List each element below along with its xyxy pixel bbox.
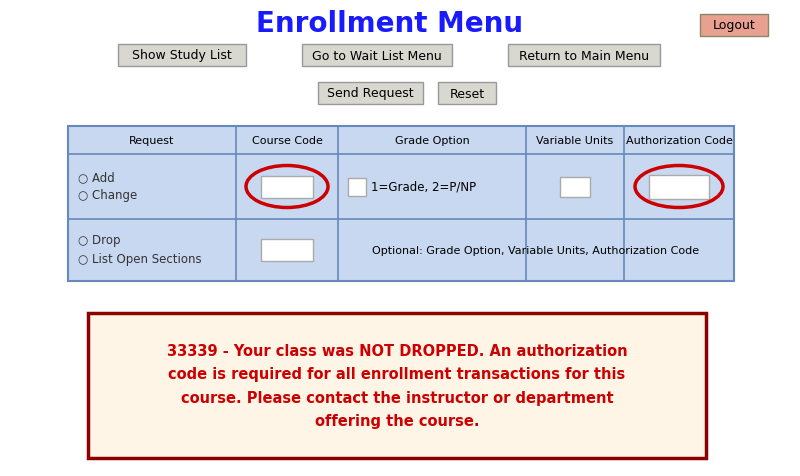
Text: ○ Change: ○ Change bbox=[78, 188, 138, 201]
Text: Enrollment Menu: Enrollment Menu bbox=[257, 10, 523, 38]
FancyBboxPatch shape bbox=[560, 177, 590, 197]
FancyBboxPatch shape bbox=[348, 178, 366, 196]
Text: 33339 - Your class was NOT DROPPED. An authorization
code is required for all en: 33339 - Your class was NOT DROPPED. An a… bbox=[166, 343, 627, 428]
Text: Reset: Reset bbox=[450, 87, 485, 100]
Text: Return to Main Menu: Return to Main Menu bbox=[519, 50, 649, 62]
FancyBboxPatch shape bbox=[261, 176, 313, 198]
Text: Variable Units: Variable Units bbox=[536, 136, 614, 146]
FancyBboxPatch shape bbox=[318, 83, 423, 105]
Text: ○ Drop: ○ Drop bbox=[78, 234, 121, 247]
FancyBboxPatch shape bbox=[88, 313, 706, 458]
FancyBboxPatch shape bbox=[438, 83, 496, 105]
Text: Send Request: Send Request bbox=[327, 87, 414, 100]
Text: Course Code: Course Code bbox=[251, 136, 322, 146]
Text: Logout: Logout bbox=[713, 20, 755, 32]
FancyBboxPatch shape bbox=[68, 127, 734, 281]
Text: ○ Add: ○ Add bbox=[78, 170, 114, 184]
FancyBboxPatch shape bbox=[508, 45, 660, 67]
Text: Show Study List: Show Study List bbox=[132, 50, 232, 62]
FancyBboxPatch shape bbox=[261, 239, 313, 261]
Text: 1=Grade, 2=P/NP: 1=Grade, 2=P/NP bbox=[371, 180, 476, 194]
Text: Request: Request bbox=[130, 136, 174, 146]
Text: Authorization Code: Authorization Code bbox=[626, 136, 733, 146]
FancyBboxPatch shape bbox=[302, 45, 452, 67]
FancyBboxPatch shape bbox=[118, 45, 246, 67]
FancyBboxPatch shape bbox=[700, 15, 768, 37]
Text: Go to Wait List Menu: Go to Wait List Menu bbox=[312, 50, 442, 62]
Text: ○ List Open Sections: ○ List Open Sections bbox=[78, 252, 202, 265]
Text: Optional: Grade Option, Variable Units, Authorization Code: Optional: Grade Option, Variable Units, … bbox=[373, 246, 699, 256]
FancyBboxPatch shape bbox=[649, 175, 709, 199]
Text: Grade Option: Grade Option bbox=[394, 136, 470, 146]
